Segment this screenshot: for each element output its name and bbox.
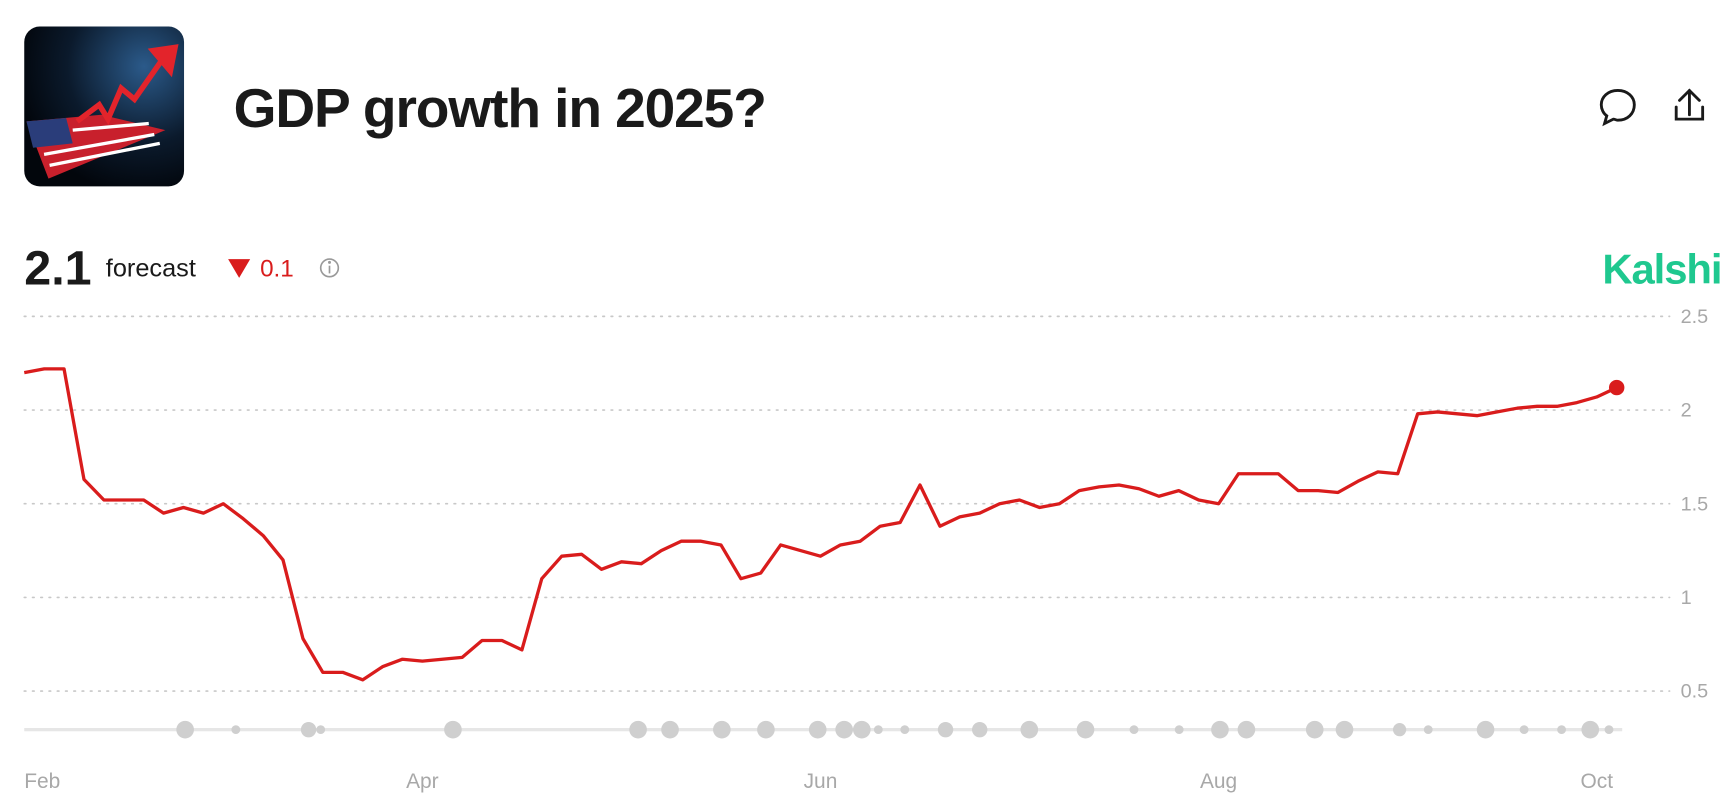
- current-point: [1608, 379, 1625, 396]
- market-title: GDP growth in 2025?: [234, 77, 766, 139]
- comment-button[interactable]: [1599, 89, 1636, 127]
- price-line: [23, 367, 1618, 682]
- forecast-change: 0.1: [260, 256, 294, 283]
- y-tick-label: 2.5: [1681, 306, 1709, 328]
- forecast-label: forecast: [106, 255, 196, 283]
- y-tick-label: 2: [1681, 400, 1692, 422]
- y-tick-label: 0.5: [1681, 681, 1709, 703]
- brand-logo: Kalshi: [1602, 245, 1721, 292]
- x-tick-label: Jun: [804, 770, 838, 793]
- forecast-value: 2.1: [24, 241, 91, 295]
- x-tick-label: Oct: [1581, 770, 1614, 793]
- x-tick-label: Apr: [406, 770, 439, 793]
- event-timeline: [24, 720, 1623, 739]
- x-tick-label: Feb: [24, 770, 60, 793]
- share-button[interactable]: [1674, 88, 1705, 121]
- x-tick-label: Aug: [1200, 770, 1237, 793]
- info-icon[interactable]: [319, 258, 340, 278]
- y-tick-label: 1.5: [1681, 493, 1709, 515]
- y-tick-label: 1: [1681, 587, 1692, 609]
- change-arrow: [228, 259, 251, 278]
- market-image: [24, 26, 185, 187]
